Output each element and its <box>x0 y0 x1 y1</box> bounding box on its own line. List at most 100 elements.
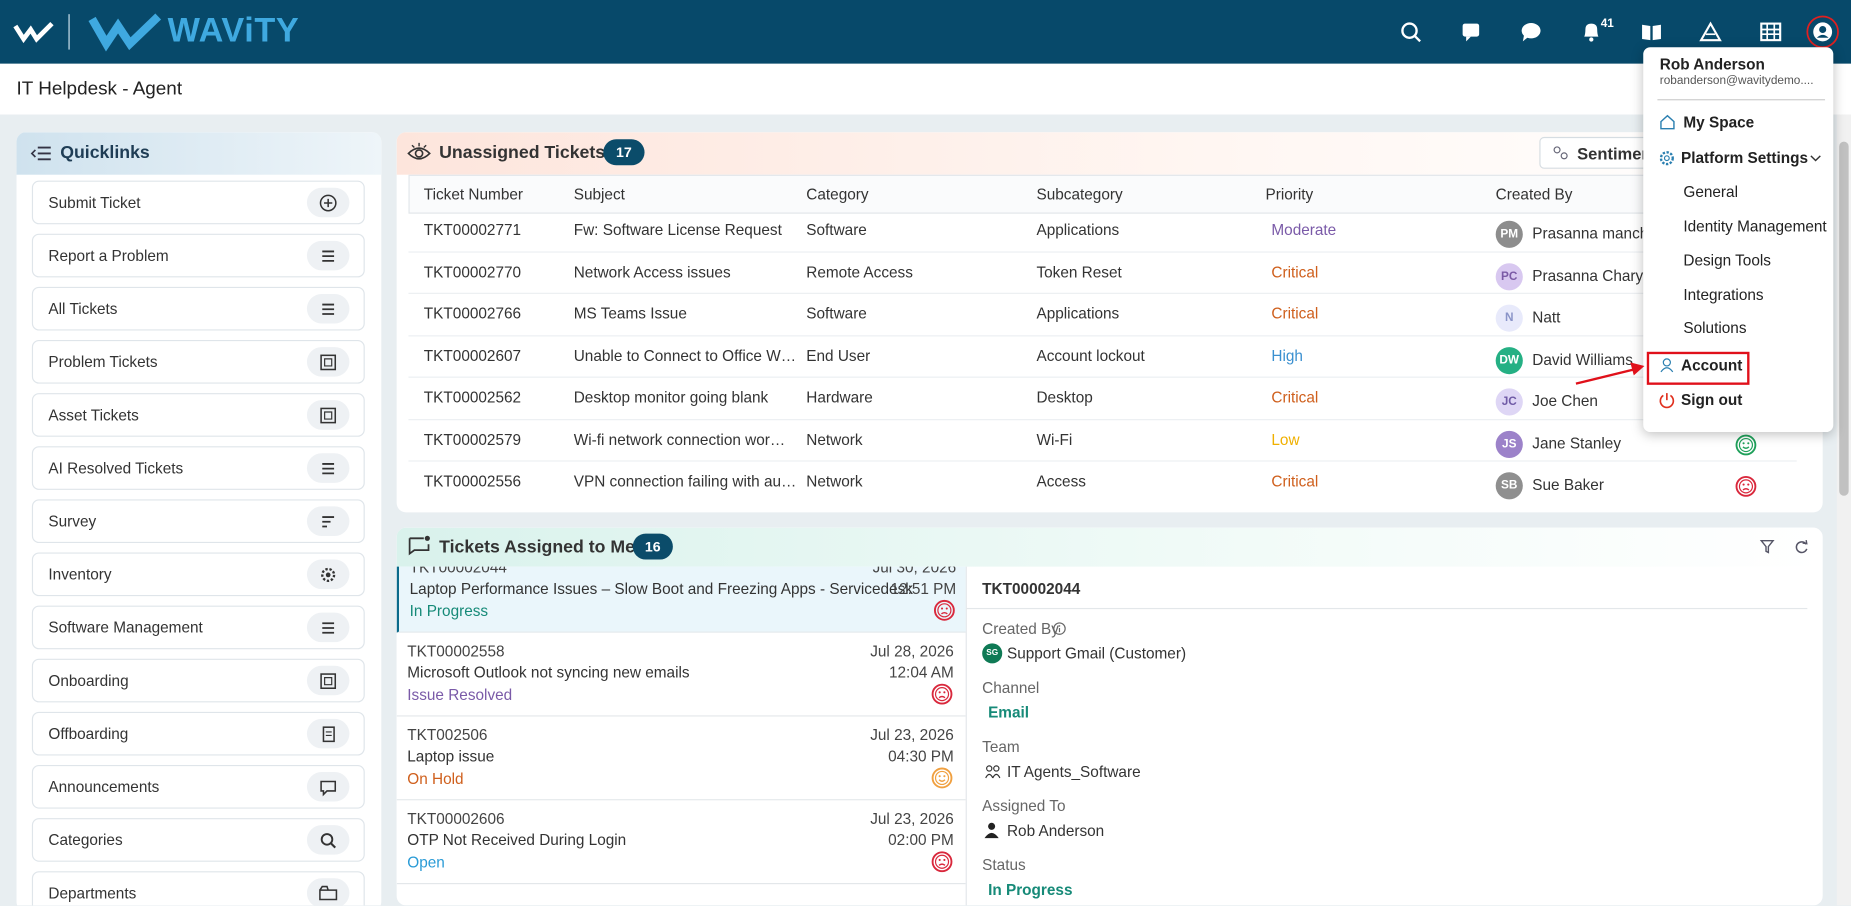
table-cell: VPN connection failing with au… <box>573 472 797 490</box>
ticket-status: In Progress <box>409 602 489 620</box>
header-icon[interactable] <box>1460 21 1481 42</box>
quicklink-item[interactable]: AI Resolved Tickets <box>31 446 365 490</box>
menu-item[interactable]: General <box>1683 182 1738 201</box>
gear-icon <box>1659 150 1676 167</box>
menu-item[interactable]: Account <box>1681 356 1743 375</box>
quicklink-label: Departments <box>48 884 137 902</box>
quicklink-item[interactable]: Report a Problem <box>31 233 365 278</box>
person-icon-glyph <box>984 822 999 839</box>
eye-icon <box>407 142 431 163</box>
quicklink-icon-glyph <box>320 780 337 797</box>
header-icon[interactable] <box>1699 21 1722 42</box>
field-label: Channel <box>982 678 1040 697</box>
header-icon-glyph <box>1699 21 1722 42</box>
filter-button[interactable] <box>1759 539 1775 554</box>
quicklink-icon-bg <box>306 772 350 802</box>
column-header: Subcategory <box>1036 185 1123 204</box>
quicklink-item[interactable]: Problem Tickets <box>31 339 365 384</box>
header-icon[interactable] <box>1641 21 1662 42</box>
quicklink-icon <box>318 830 339 851</box>
avatar: SB <box>1495 472 1523 500</box>
header-icon[interactable] <box>1581 21 1602 42</box>
quicklink-item[interactable]: Submit Ticket <box>31 180 365 225</box>
sentiment-label: Sentiment <box>1577 144 1658 163</box>
quicklink-label: Problem Tickets <box>48 352 158 371</box>
quicklink-label: Submit Ticket <box>48 193 141 212</box>
sentiment-face <box>931 851 953 873</box>
quicklink-icon <box>318 405 339 426</box>
quicklink-icon-glyph <box>320 673 337 689</box>
count-badge: 17 <box>603 139 645 166</box>
quicklink-item[interactable]: Asset Tickets <box>31 393 365 437</box>
menu-item[interactable]: Design Tools <box>1683 251 1771 270</box>
table-cell: Token Reset <box>1036 262 1122 281</box>
top-bar: WAViTY 41 <box>0 0 1851 64</box>
quicklink-item[interactable]: Onboarding <box>31 658 365 703</box>
priority-cell: Critical <box>1271 388 1319 407</box>
row-divider <box>408 292 1797 294</box>
ticket-item[interactable]: TKT00002044 Jul 30, 2026 Laptop Performanc… <box>396 566 966 633</box>
ticket-status: Issue Resolved <box>407 685 513 704</box>
header-icon[interactable] <box>1760 21 1782 42</box>
team-icon <box>985 764 1002 779</box>
quicklink-icon-bg <box>306 506 350 536</box>
table-cell: Network <box>806 430 863 448</box>
quicklink-item[interactable]: Offboarding <box>31 711 365 756</box>
menu-item[interactable]: Integrations <box>1683 285 1764 304</box>
scrollbar-thumb <box>1839 141 1849 496</box>
table-cell: Access <box>1036 472 1086 490</box>
column-header: Subject <box>573 185 625 204</box>
table-cell: Software <box>806 304 867 323</box>
table-cell: TKT00002556 <box>423 472 522 490</box>
brand-name: WAViTY <box>167 11 300 50</box>
quicklink-item[interactable]: Inventory <box>31 552 365 597</box>
table-cell: Unable to Connect to Office W… <box>573 346 797 365</box>
sentiment-face <box>1735 475 1757 497</box>
ticket-item[interactable]: TKT002506 Jul 23, 2026 Laptop issue 04:30 P… <box>396 716 966 801</box>
user-name: Rob Anderson <box>1659 55 1765 74</box>
table-cell: Account lockout <box>1036 346 1145 365</box>
table-cell: Network Access issues <box>573 262 731 281</box>
quicklink-item[interactable]: Software Management <box>31 605 365 650</box>
table-cell: TKT00002607 <box>423 346 522 365</box>
menu-item[interactable]: Solutions <box>1683 318 1747 337</box>
ticket-subject: Laptop issue <box>407 747 495 765</box>
menu-item[interactable]: My Space <box>1683 113 1755 132</box>
menu-item[interactable]: Identity Management <box>1683 217 1827 235</box>
quicklink-icon-glyph <box>322 463 335 475</box>
header-icon[interactable] <box>1400 21 1421 43</box>
count-badge: 16 <box>632 533 673 560</box>
menu-item[interactable]: Platform Settings <box>1681 148 1809 167</box>
avatar: JC <box>1495 388 1523 416</box>
menu-item[interactable]: Sign out <box>1681 390 1743 409</box>
quicklink-item[interactable]: Categories <box>31 818 365 862</box>
quicklink-item[interactable]: Announcements <box>31 764 365 809</box>
user-avatar-button[interactable] <box>1806 15 1839 49</box>
quicklink-item[interactable]: Departments <box>31 871 365 906</box>
sentiment-face <box>931 683 953 705</box>
quicklink-icon-glyph <box>320 833 337 849</box>
quicklink-icon-bg <box>306 400 350 430</box>
power-icon <box>1659 392 1676 409</box>
ticket-item[interactable]: TKT00002558 Jul 28, 2026 Microsoft Outlook… <box>396 632 966 717</box>
refresh-button[interactable] <box>1794 539 1808 554</box>
row-divider <box>408 250 1797 253</box>
quicklink-label: Onboarding <box>48 671 129 690</box>
quicklink-icon <box>318 299 339 320</box>
chevron-glyph <box>1810 155 1821 162</box>
sentiment-icon <box>1552 145 1568 160</box>
table-cell: Applications <box>1036 304 1120 323</box>
creator-name: Joe Chen <box>1532 391 1598 410</box>
notification-count: 41 <box>1600 17 1614 31</box>
home-icon <box>1660 114 1675 130</box>
header-icon-glyph <box>1521 23 1541 42</box>
logo-mark-glyph <box>13 21 54 44</box>
quicklink-icon <box>318 671 339 692</box>
quicklink-item[interactable]: All Tickets <box>31 286 365 331</box>
ticket-status: Open <box>407 853 445 872</box>
quicklink-item[interactable]: Survey <box>31 499 365 544</box>
quicklink-icon-bg <box>306 878 350 906</box>
header-icon[interactable] <box>1520 21 1541 42</box>
ticket-item[interactable]: TKT00002606 Jul 23, 2026 OTP Not Received … <box>396 800 966 885</box>
